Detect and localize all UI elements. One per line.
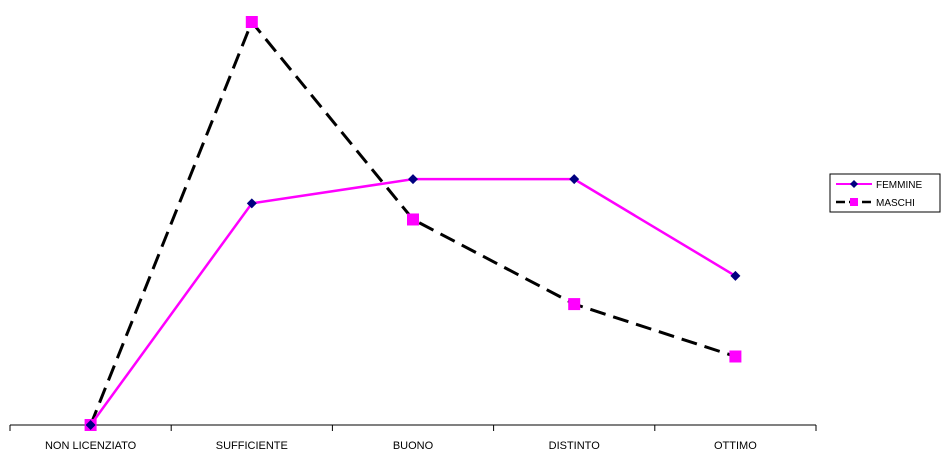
x-tick-label: BUONO [393, 440, 434, 452]
series-maschi [84, 16, 742, 431]
data-point [85, 420, 96, 430]
legend-marker [850, 198, 858, 206]
legend-box [829, 173, 941, 213]
series-layer [84, 16, 742, 431]
legend-label: FEMMINE [876, 180, 922, 191]
data-point [568, 298, 581, 311]
x-tick-label: SUFFICIENTE [216, 440, 288, 452]
data-point [245, 16, 258, 28]
legend-item-maschi: MASCHI [836, 198, 915, 209]
x-tick-label: OTTIMO [714, 440, 757, 452]
legend-item-femmine: FEMMINE [836, 180, 922, 191]
legend: FEMMINE MASCHI [829, 173, 941, 213]
legend-label: MASCHI [876, 198, 915, 209]
x-axis: NON LICENZIATO SUFFICIENTE BUONO DISTINTO OT… [9, 424, 817, 452]
data-point [246, 198, 257, 209]
data-point [729, 350, 742, 363]
data-point [408, 174, 418, 185]
x-tick-label: DISTINTO [549, 440, 601, 452]
data-point [569, 174, 580, 185]
data-point [730, 270, 741, 281]
legend-marker [850, 180, 858, 188]
series-femmine [85, 174, 741, 430]
series-line [89, 19, 736, 426]
x-tick-label: NON LICENZIATO [45, 440, 137, 452]
data-point [407, 213, 419, 226]
